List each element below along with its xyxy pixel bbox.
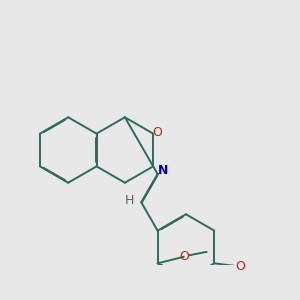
- Text: O: O: [179, 250, 189, 263]
- Text: O: O: [236, 260, 245, 273]
- Text: N: N: [158, 164, 169, 177]
- Text: H: H: [125, 194, 134, 207]
- Text: O: O: [152, 125, 162, 139]
